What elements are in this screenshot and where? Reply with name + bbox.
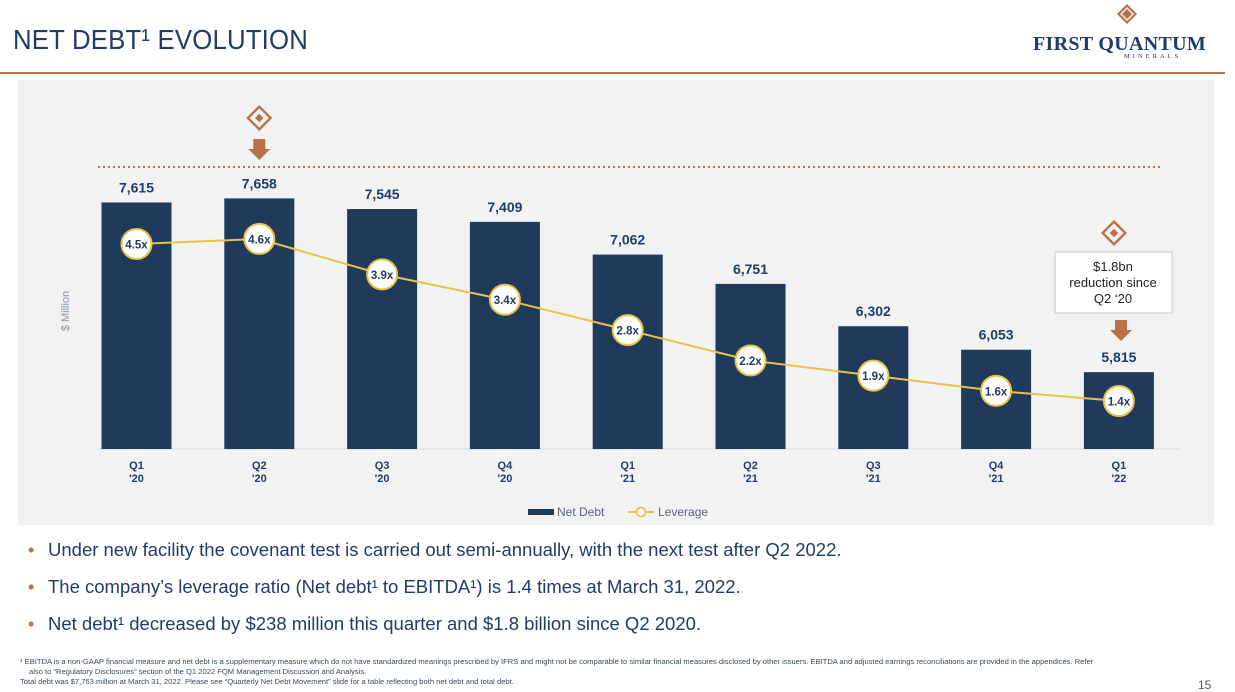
x-tick-label: '22 [1111,473,1126,485]
leverage-point [366,258,399,291]
legend-swatch-leverage-marker [635,506,647,518]
leverage-point [243,222,276,255]
logo-name: FIRST QUANTUM [1033,33,1206,55]
bar-value-label: 5,815 [1101,349,1136,365]
x-tick-label: Q3 [866,460,881,472]
x-tick-label: Q1 [129,460,144,472]
legend-label: Net Debt [557,505,605,519]
x-tick-label: Q4 [498,460,514,472]
bar-value-label: 7,545 [365,186,400,202]
company-logo-icon [1116,3,1138,25]
leverage-value-label: 2.2x [739,356,762,368]
peak-diamond-icon [246,104,273,132]
x-tick-label: Q3 [375,460,390,472]
bar-net-debt [347,209,418,449]
annotation-text: reduction since [1069,275,1156,290]
x-tick-label: Q2 [252,460,267,472]
page-number: 15 [1198,678,1212,692]
leverage-point [980,374,1013,407]
down-arrow-icon [1110,320,1132,341]
footnote-line: ¹ EBITDA is a non-GAAP financial measure… [20,657,1094,666]
leverage-point [488,283,521,316]
x-tick-label: '21 [620,473,635,485]
bar-value-label: 6,053 [979,327,1014,343]
annotation-text: Q2 ‘20 [1094,291,1132,306]
x-tick-label: '21 [743,473,758,485]
annotation-diamond-icon [1109,228,1119,238]
x-tick-label: '20 [497,473,512,485]
x-tick-label: Q2 [743,460,758,472]
leverage-value-label: 4.5x [125,240,148,252]
down-arrow-icon [248,139,271,160]
leverage-point [120,228,153,260]
net-debt-chart: 7,615Q1'207,658Q2'207,545Q3'207,409Q4'20… [60,104,1180,519]
leverage-value-label: 1.4x [1108,397,1131,409]
bar-value-label: 7,062 [610,232,645,248]
leverage-point [611,314,644,347]
leverage-value-label: 1.9x [862,371,885,383]
list-item: • Under new facility the covenant test is… [28,539,842,560]
footnote: ¹ EBITDA is a non-GAAP financial measure… [20,657,1200,687]
x-tick-label: '21 [866,473,881,485]
list-item: • Net debt¹ decreased by $238 million thi… [28,613,702,634]
bar-value-label: 7,409 [487,199,522,215]
bar-value-label: 7,658 [242,175,277,191]
footnote-line: also to “Regulatory Disclosures” section… [29,667,367,676]
x-tick-label: Q1 [620,460,635,472]
legend-label: Leverage [658,505,708,519]
legend-swatch-net-debt [528,509,554,515]
peak-diamond-icon [255,113,264,123]
x-tick-label: Q1 [1112,460,1127,472]
page-title: NET DEBT¹ EVOLUTION [13,24,309,55]
bar-value-label: 6,302 [856,303,891,319]
bar-net-debt [592,254,663,449]
leverage-value-label: 3.9x [371,270,394,282]
annotation-box [1054,251,1173,314]
x-tick-label: '20 [129,473,144,485]
list-item: • The company’s leverage ratio (Net debt¹… [28,576,741,597]
logo-subtitle: MINERALS [1124,53,1182,60]
title-divider [0,72,1225,74]
leverage-value-label: 3.4x [494,295,517,307]
leverage-value-label: 2.8x [617,326,640,338]
leverage-point [857,359,890,392]
bar-value-label: 6,751 [733,261,768,277]
bar-value-label: 7,615 [119,179,154,195]
x-tick-label: '21 [989,473,1004,485]
x-tick-label: '20 [375,473,390,485]
x-tick-label: Q4 [989,460,1005,472]
footnote-line: Total debt was $7,763 million at March 3… [20,677,514,686]
bar-net-debt [469,221,540,449]
x-tick-label: '20 [252,473,267,485]
leverage-value-label: 1.6x [985,386,1008,398]
leverage-point [734,344,767,377]
leverage-point [1102,385,1135,417]
leverage-value-label: 4.6x [248,234,271,246]
bullet-list: • Under new facility the covenant test is… [28,538,842,649]
y-axis-label: $ Million [60,291,72,331]
annotation-diamond-icon [1100,219,1128,247]
annotation-text: $1.8bn [1093,259,1133,274]
